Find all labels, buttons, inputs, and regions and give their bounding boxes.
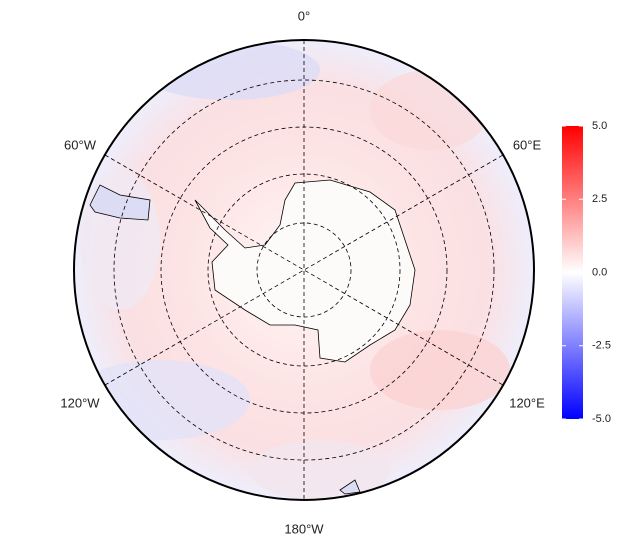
graticule <box>104 40 504 500</box>
colorbar-tick-label: -5.0 <box>592 413 611 425</box>
colorbar-tick-label: 2.5 <box>592 193 607 205</box>
lon-label: 120°E <box>509 395 545 410</box>
colorbar-tick-label: 5.0 <box>592 120 607 132</box>
lon-label: 0° <box>298 8 310 23</box>
colorbar-tick-label: -2.5 <box>592 340 611 352</box>
colorbar <box>562 126 583 419</box>
colorbar-tick-label: 0.0 <box>592 266 607 278</box>
lon-label: 120°W <box>60 395 100 410</box>
lon-label: 60°E <box>513 137 542 152</box>
lon-label: 60°W <box>64 137 97 152</box>
field <box>74 40 534 500</box>
map-border <box>73 39 535 501</box>
lon-label: 180°W <box>284 521 324 536</box>
